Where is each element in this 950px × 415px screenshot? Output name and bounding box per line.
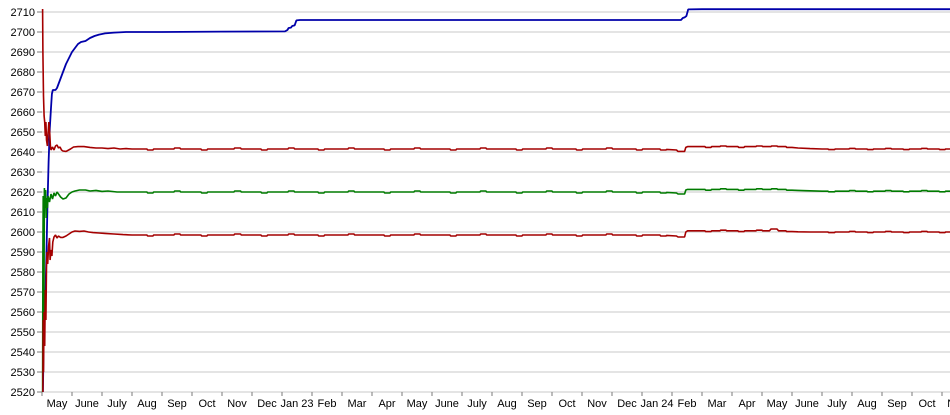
x-axis-label: June [795,398,819,410]
y-axis-label: 2680 [11,67,35,79]
y-axis-label: 2660 [11,107,35,119]
x-axis-label: Oct [198,398,215,410]
x-axis-label: Nov [947,398,950,410]
series-green [41,187,950,393]
x-axis-label: July [107,398,127,410]
y-axis-label: 2700 [11,27,35,39]
y-axis-label: 2690 [11,47,35,59]
x-axis-label: Mar [348,398,367,410]
y-axis-label: 2620 [11,187,35,199]
y-axis-label: 2530 [11,367,35,379]
y-axis-label: 2600 [11,227,35,239]
y-axis-label: 2560 [11,307,35,319]
x-axis-label: May [407,398,428,410]
y-axis-label: 2570 [11,287,35,299]
x-axis-label: Jan 23 [280,398,313,410]
y-axis-label: 2650 [11,127,35,139]
x-axis-label: May [47,398,68,410]
x-axis-label: Sep [167,398,187,410]
y-axis-label: 2640 [11,147,35,159]
x-axis-label: Sep [527,398,547,410]
x-axis-label: Aug [137,398,157,410]
x-axis-label: Dec [617,398,637,410]
x-axis-label: July [827,398,847,410]
y-axis-label: 2590 [11,247,35,259]
y-axis-label: 2520 [11,387,35,399]
x-axis-label: Oct [558,398,575,410]
y-axis-label: 2580 [11,267,35,279]
y-axis-label: 2540 [11,347,35,359]
x-axis-label: Nov [587,398,607,410]
y-axis-label: 2550 [11,327,35,339]
x-axis-label: Feb [318,398,337,410]
series-red-lower [42,228,950,393]
series-red-upper [41,8,950,153]
y-axis-label: 2630 [11,167,35,179]
x-axis-label: Jan 24 [640,398,673,410]
y-axis-label: 2610 [11,207,35,219]
x-axis-label: May [767,398,788,410]
x-axis-label: Aug [857,398,877,410]
x-axis-label: Feb [678,398,697,410]
x-axis-label: Apr [738,398,755,410]
x-axis-label: June [435,398,459,410]
x-axis-label: Dec [257,398,277,410]
x-axis-label: July [467,398,487,410]
x-axis-label: Apr [378,398,395,410]
x-axis-label: Sep [887,398,907,410]
x-axis-label: Nov [227,398,247,410]
y-axis-label: 2670 [11,87,35,99]
y-axis-label: 2710 [11,7,35,19]
x-axis-label: Oct [918,398,935,410]
x-axis-label: Aug [497,398,517,410]
x-axis-label: June [75,398,99,410]
x-axis-label: Mar [708,398,727,410]
series-blue [42,8,950,393]
